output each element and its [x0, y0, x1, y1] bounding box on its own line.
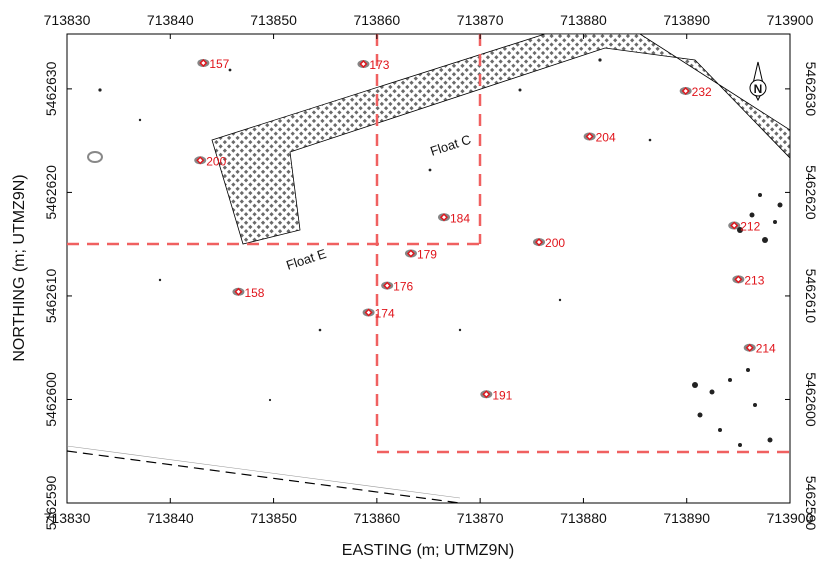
y-tick-label-right: 5462620: [803, 165, 819, 220]
boundary-dashed-line: [67, 450, 461, 503]
y-tick-label-right: 5462590: [803, 476, 819, 531]
target-label: 232: [692, 85, 712, 99]
targets-layer: 157 173 232 204 200 184 212 200 179 213 176 158 174 2…: [194, 57, 776, 402]
y-tick-label-right: 5462600: [803, 372, 819, 427]
y-tick-label-left: 5462590: [43, 476, 59, 531]
north-arrow-label: N: [754, 82, 763, 96]
target-marker[interactable]: [535, 238, 544, 247]
target-marker[interactable]: [383, 281, 392, 290]
y-tick-label-left: 5462610: [43, 268, 59, 323]
x-tick-label-top: 713850: [250, 12, 297, 28]
y-tick-label-right: 5462630: [803, 62, 819, 117]
target-label: 191: [492, 388, 512, 402]
target-marker[interactable]: [440, 213, 448, 222]
ring-feature: [87, 151, 103, 163]
target-marker[interactable]: [199, 58, 208, 67]
x-tick-label-top: 713880: [560, 12, 607, 28]
x-tick-label-top: 713830: [44, 12, 91, 28]
north-arrow-icon: N: [749, 61, 767, 102]
x-tick-label-top: 713870: [457, 12, 504, 28]
survey-grid-dashed: [67, 34, 790, 454]
target-label: 214: [756, 342, 776, 356]
target-label: 158: [244, 286, 264, 300]
x-tick-label-bottom: 713900: [767, 510, 814, 526]
x-tick-label-bottom: 713830: [44, 510, 91, 526]
boundary-solid-line: [67, 445, 461, 499]
x-tick-label-top: 713900: [767, 12, 814, 28]
hatched-strip-north: [211, 34, 790, 245]
y-axis-title: NORTHING (m; UTMZ9N): [11, 174, 28, 361]
target-marker[interactable]: [482, 390, 491, 399]
y-tick-label-left: 5462600: [43, 372, 59, 427]
target-label: 200: [206, 154, 226, 168]
seabed-texture: [98, 58, 783, 447]
x-axis-top: 713830 713840 713850 713860 713870 713880 7138…: [44, 12, 814, 39]
target-marker[interactable]: [734, 275, 743, 284]
target-marker[interactable]: [234, 287, 243, 296]
target-label: 174: [375, 307, 395, 321]
y-tick-label-right: 5462610: [803, 269, 819, 324]
target-label: 204: [596, 130, 616, 144]
x-tick-label-bottom: 713860: [353, 510, 400, 526]
target-marker[interactable]: [585, 132, 594, 141]
target-marker[interactable]: [359, 60, 368, 69]
x-tick-label-top: 713890: [663, 12, 710, 28]
target-label: 200: [545, 236, 565, 250]
x-tick-label-bottom: 713850: [250, 510, 297, 526]
x-tick-label-bottom: 713870: [457, 510, 504, 526]
x-axis-bottom: 713830 713840 713850 713860 713870 713880 7138…: [44, 498, 814, 526]
target-label: 184: [450, 211, 470, 225]
target-marker[interactable]: [681, 86, 690, 95]
y-tick-label-left: 5462630: [43, 61, 59, 116]
target-label: 176: [393, 280, 413, 294]
target-label: 179: [417, 247, 437, 261]
y-axis-right: 5462590 5462600 5462610 5462620 5462630: [785, 62, 819, 531]
target-marker[interactable]: [406, 249, 415, 258]
y-tick-label-left: 5462620: [43, 165, 59, 220]
plot-frame: [66, 33, 791, 504]
target-label: 213: [744, 273, 764, 287]
y-axis-left: 5462590 5462600 5462610 5462620 5462630: [43, 61, 72, 530]
target-marker[interactable]: [364, 308, 373, 317]
x-tick-label-bottom: 713890: [663, 510, 710, 526]
target-marker[interactable]: [196, 156, 205, 165]
x-tick-label-top: 713840: [147, 12, 194, 28]
target-label: 173: [369, 58, 389, 72]
target-label: 212: [740, 220, 760, 234]
target-marker[interactable]: [745, 343, 754, 352]
x-tick-label-bottom: 713880: [560, 510, 607, 526]
x-tick-label-bottom: 713840: [147, 510, 194, 526]
x-axis-title: EASTING (m; UTMZ9N): [342, 542, 514, 559]
target-label: 157: [209, 57, 229, 71]
target-marker[interactable]: [730, 221, 739, 230]
x-tick-label-top: 713860: [353, 12, 400, 28]
